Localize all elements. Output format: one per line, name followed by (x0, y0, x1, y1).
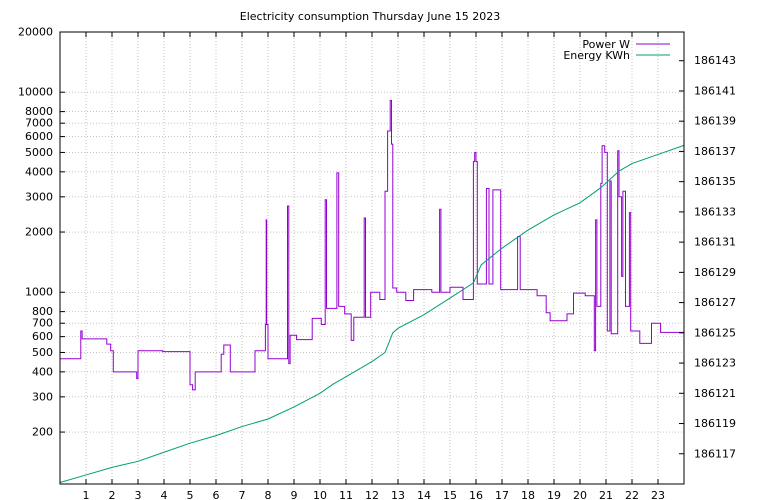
y-left-tick-label-5000: 5000 (25, 146, 53, 159)
y-right-tick-label-186135: 186135 (694, 175, 736, 188)
axis-ticks: 1 2 3 4 5 6 7 8 9 10 11 12 13 14 15 16 17 18 19 20 21 22 23200… (18, 26, 736, 500)
y-left-tick-label-500: 500 (32, 346, 53, 359)
y-left-tick-label-700: 700 (32, 317, 53, 330)
y-left-tick-label-4000: 4000 (25, 165, 53, 178)
y-left-tick-label-200: 200 (32, 426, 53, 439)
x-tick-label-2: 2 (109, 489, 116, 500)
y-right-tick-label-186133: 186133 (694, 205, 736, 218)
x-tick-label-20: 20 (573, 489, 587, 500)
x-tick-label-23: 23 (651, 489, 665, 500)
y-right-tick-label-186139: 186139 (694, 115, 736, 128)
y-left-tick-label-7000: 7000 (25, 117, 53, 130)
x-tick-label-19: 19 (547, 489, 561, 500)
y-left-tick-label-800: 800 (32, 305, 53, 318)
legend-label-power: Power W (582, 38, 630, 51)
y-left-tick-label-8000: 8000 (25, 105, 53, 118)
y-left-tick-label-20000: 20000 (18, 26, 53, 39)
y-right-tick-label-186137: 186137 (694, 145, 736, 158)
y-right-tick-label-186125: 186125 (694, 326, 736, 339)
chart-title: Electricity consumption Thursday June 15… (240, 10, 500, 23)
y-right-tick-label-186117: 186117 (694, 447, 736, 460)
y-left-tick-label-400: 400 (32, 365, 53, 378)
x-tick-label-4: 4 (161, 489, 168, 500)
y-left-tick-label-2000: 2000 (25, 226, 53, 239)
y-right-tick-label-186141: 186141 (694, 84, 736, 97)
y-left-tick-label-600: 600 (32, 330, 53, 343)
series-line-energy-kwh (59, 144, 685, 483)
y-left-tick-label-3000: 3000 (25, 190, 53, 203)
legend: Power W Energy KWh (563, 38, 670, 62)
y-left-tick-label-1000: 1000 (25, 286, 53, 299)
x-tick-label-3: 3 (135, 489, 142, 500)
y-right-tick-label-186143: 186143 (694, 54, 736, 67)
y-right-tick-label-186119: 186119 (694, 417, 736, 430)
y-right-tick-label-186129: 186129 (694, 266, 736, 279)
y-left-tick-label-300: 300 (32, 390, 53, 403)
grid-lines (60, 32, 684, 484)
series-lines (59, 99, 685, 483)
y-left-tick-label-10000: 10000 (18, 86, 53, 99)
y-left-tick-label-6000: 6000 (25, 130, 53, 143)
x-tick-label-22: 22 (625, 489, 639, 500)
x-tick-label-10: 10 (313, 489, 327, 500)
y-right-tick-label-186123: 186123 (694, 357, 736, 370)
y-right-tick-label-186131: 186131 (694, 236, 736, 249)
x-tick-label-11: 11 (339, 489, 353, 500)
x-tick-label-12: 12 (365, 489, 379, 500)
x-tick-label-6: 6 (213, 489, 220, 500)
series-line-power-w (60, 99, 684, 391)
x-tick-label-17: 17 (495, 489, 509, 500)
x-tick-label-7: 7 (239, 489, 246, 500)
y-right-tick-label-186121: 186121 (694, 387, 736, 400)
x-tick-label-21: 21 (599, 489, 613, 500)
x-tick-label-14: 14 (417, 489, 431, 500)
x-tick-label-13: 13 (391, 489, 405, 500)
x-tick-label-9: 9 (291, 489, 298, 500)
x-tick-label-16: 16 (469, 489, 483, 500)
legend-label-energy: Energy KWh (563, 49, 630, 62)
x-tick-label-15: 15 (443, 489, 457, 500)
x-tick-label-5: 5 (187, 489, 194, 500)
x-tick-label-8: 8 (265, 489, 272, 500)
x-tick-label-1: 1 (83, 489, 90, 500)
y-right-tick-label-186127: 186127 (694, 296, 736, 309)
x-tick-label-18: 18 (521, 489, 535, 500)
